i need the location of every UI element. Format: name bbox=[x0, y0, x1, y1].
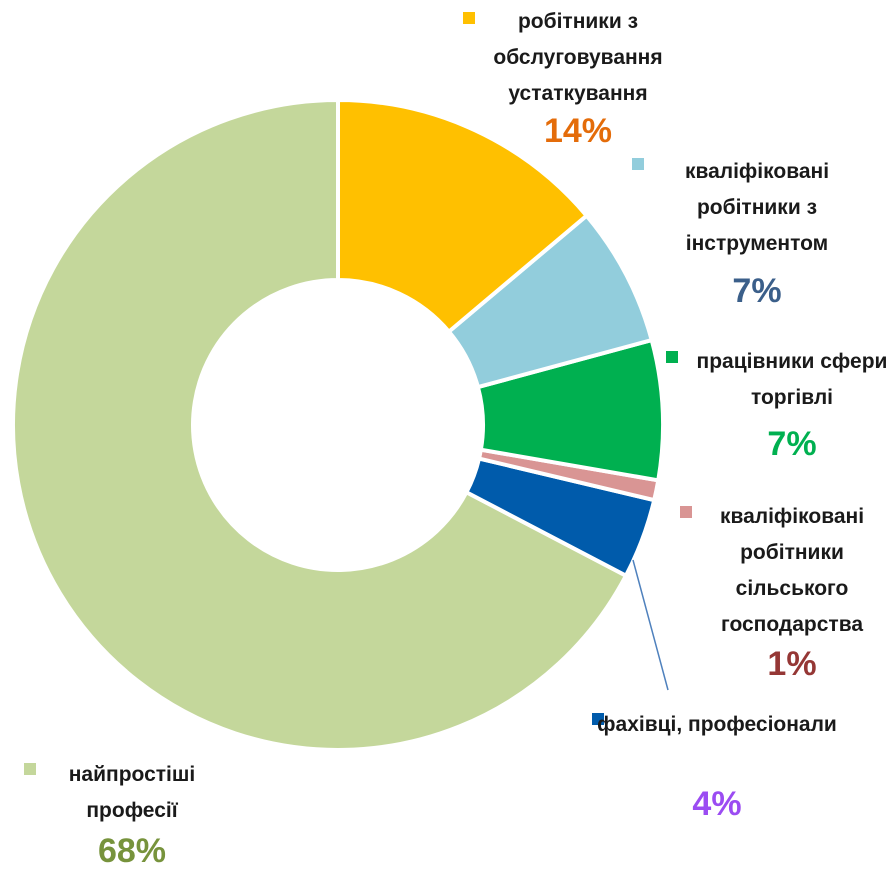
category-label: найпростіші професії bbox=[68, 763, 196, 822]
legend-marker bbox=[592, 713, 604, 725]
slice bbox=[446, 212, 655, 390]
category-label: фахівці, професіонали bbox=[597, 713, 837, 736]
value-label: 68% bbox=[97, 832, 167, 870]
category-label: працівники сфери торгівлі bbox=[696, 350, 888, 409]
slice bbox=[336, 97, 590, 335]
legend-marker bbox=[24, 763, 36, 775]
value-label: 4% bbox=[692, 785, 742, 823]
value-label: 7% bbox=[767, 425, 817, 463]
legend-marker bbox=[680, 506, 692, 518]
value-label: 14% bbox=[543, 112, 613, 150]
legend-marker bbox=[463, 12, 475, 24]
legend-marker bbox=[666, 351, 678, 363]
value-label: 1% bbox=[767, 645, 817, 683]
category-label: кваліфіковані робітники з інструментом bbox=[684, 160, 830, 255]
slice bbox=[11, 97, 629, 752]
legend-marker bbox=[632, 158, 644, 170]
category-label: робітники з обслуговування устаткування bbox=[493, 10, 663, 105]
category-label: кваліфіковані робітники сільського госпо… bbox=[719, 505, 865, 636]
value-label: 7% bbox=[732, 272, 782, 310]
leader-line bbox=[632, 559, 669, 691]
slice bbox=[463, 456, 657, 579]
